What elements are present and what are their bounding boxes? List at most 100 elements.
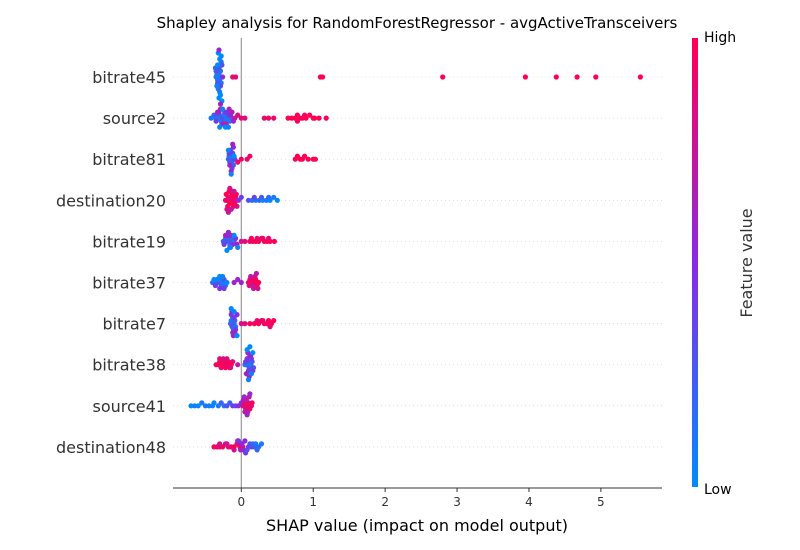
shap-point-bitrate37 — [224, 279, 230, 286]
shap-point-bitrate19 — [254, 235, 260, 241]
feature-label-destination20: destination20 — [56, 191, 166, 210]
shap-point-bitrate81 — [305, 156, 311, 162]
shap-point-bitrate38 — [220, 356, 226, 362]
shap-point-bitrate38 — [217, 356, 223, 362]
feature-label-bitrate19: bitrate19 — [92, 232, 166, 251]
chart-title: Shapley analysis for RandomForestRegress… — [157, 14, 678, 32]
shap-point-destination20 — [258, 194, 265, 200]
colorbar-low-label: Low — [704, 482, 732, 498]
shap-point-bitrate37 — [238, 279, 244, 286]
feature-label-bitrate38: bitrate38 — [92, 356, 166, 375]
shap-point-destination48 — [242, 438, 248, 444]
shap-point-source2 — [316, 115, 322, 121]
shap-point-destination20 — [274, 197, 280, 203]
shap-point-source2 — [302, 112, 308, 118]
shap-point-source2 — [266, 115, 272, 121]
shap-points — [188, 47, 644, 456]
shap-point-bitrate7 — [242, 321, 248, 327]
shap-point-bitrate81 — [302, 153, 308, 159]
shap-point-bitrate81 — [312, 156, 318, 162]
shap-point-destination20 — [228, 206, 234, 212]
shap-point-source2 — [261, 115, 267, 121]
shap-point-bitrate45 — [553, 74, 559, 80]
shap-point-bitrate81 — [230, 141, 236, 147]
shap-point-bitrate37 — [217, 285, 223, 292]
shap-point-bitrate19 — [271, 238, 277, 244]
shap-point-bitrate45 — [593, 74, 599, 80]
shap-point-source2 — [285, 115, 291, 121]
shap-point-bitrate38 — [227, 365, 234, 371]
feature-label-destination48: destination48 — [56, 438, 166, 457]
shap-point-source41 — [206, 403, 212, 409]
x-tick-label: 3 — [453, 495, 461, 509]
shap-point-source2 — [307, 112, 313, 118]
shap-point-bitrate7 — [247, 321, 253, 327]
shap-point-source41 — [241, 394, 247, 400]
shap-point-source41 — [199, 400, 205, 406]
shap-point-destination48 — [224, 441, 230, 447]
shap-point-bitrate37 — [231, 279, 237, 286]
shap-point-source41 — [192, 403, 198, 409]
colorbar: High Low Feature value — [692, 30, 756, 498]
shap-point-source2 — [289, 115, 295, 121]
shap-point-bitrate81 — [227, 162, 233, 168]
shap-point-bitrate45 — [574, 74, 580, 80]
shap-point-bitrate19 — [260, 235, 266, 241]
x-tick-label: 4 — [525, 495, 533, 509]
shap-point-bitrate19 — [224, 247, 230, 253]
shap-point-bitrate38 — [230, 359, 236, 365]
shap-point-bitrate38 — [250, 350, 256, 356]
shap-point-bitrate37 — [221, 285, 227, 292]
shap-point-bitrate81 — [228, 171, 234, 177]
shap-point-bitrate38 — [245, 377, 252, 383]
shap-point-bitrate45 — [320, 74, 326, 80]
shap-point-bitrate38 — [235, 362, 241, 368]
feature-label-bitrate45: bitrate45 — [92, 68, 166, 87]
shap-point-source41 — [244, 412, 250, 418]
shap-point-bitrate19 — [248, 235, 254, 241]
shap-point-destination20 — [238, 194, 244, 200]
shap-point-source2 — [312, 115, 318, 121]
shap-point-destination20 — [245, 197, 252, 203]
shap-point-bitrate81 — [247, 153, 253, 159]
shap-point-bitrate45 — [440, 74, 446, 80]
shap-point-source41 — [249, 400, 255, 406]
shap-point-bitrate37 — [255, 285, 261, 292]
shap-point-destination48 — [235, 438, 241, 444]
x-axis-ticks: 0 1 2 3 4 5 — [237, 488, 605, 509]
shap-point-bitrate38 — [224, 356, 230, 362]
shap-point-bitrate45 — [637, 74, 644, 80]
feature-label-source2: source2 — [103, 109, 166, 128]
shap-point-bitrate7 — [234, 333, 240, 339]
shap-point-bitrate81 — [238, 156, 244, 162]
shap-point-bitrate45 — [215, 62, 221, 68]
shap-point-bitrate37 — [220, 273, 226, 280]
shap-point-bitrate45 — [216, 47, 222, 53]
shap-point-bitrate45 — [220, 74, 226, 80]
shap-point-destination20 — [251, 194, 257, 200]
shap-point-bitrate7 — [238, 321, 244, 327]
shap-point-source2 — [294, 118, 300, 124]
shap-point-bitrate81 — [225, 147, 231, 153]
shap-point-bitrate81 — [235, 159, 241, 165]
shap-point-bitrate19 — [235, 244, 241, 250]
x-axis-label: SHAP value (impact on model output) — [266, 516, 568, 535]
shap-point-source2 — [271, 115, 277, 121]
shap-point-source2 — [238, 115, 244, 121]
shap-point-destination20 — [231, 188, 237, 194]
shap-point-bitrate38 — [247, 344, 253, 350]
row-gridlines — [173, 76, 662, 448]
x-tick-label: 5 — [597, 495, 605, 509]
shap-point-bitrate19 — [242, 238, 248, 244]
shap-point-source2 — [235, 112, 241, 118]
shap-point-source2 — [220, 106, 226, 112]
shap-point-bitrate19 — [266, 235, 272, 241]
shap-point-bitrate45 — [217, 101, 224, 107]
shap-point-bitrate45 — [233, 74, 239, 80]
shap-point-source2 — [229, 109, 235, 115]
shap-point-source2 — [213, 118, 219, 124]
shap-point-bitrate37 — [212, 282, 218, 289]
shap-point-destination48 — [231, 447, 237, 453]
